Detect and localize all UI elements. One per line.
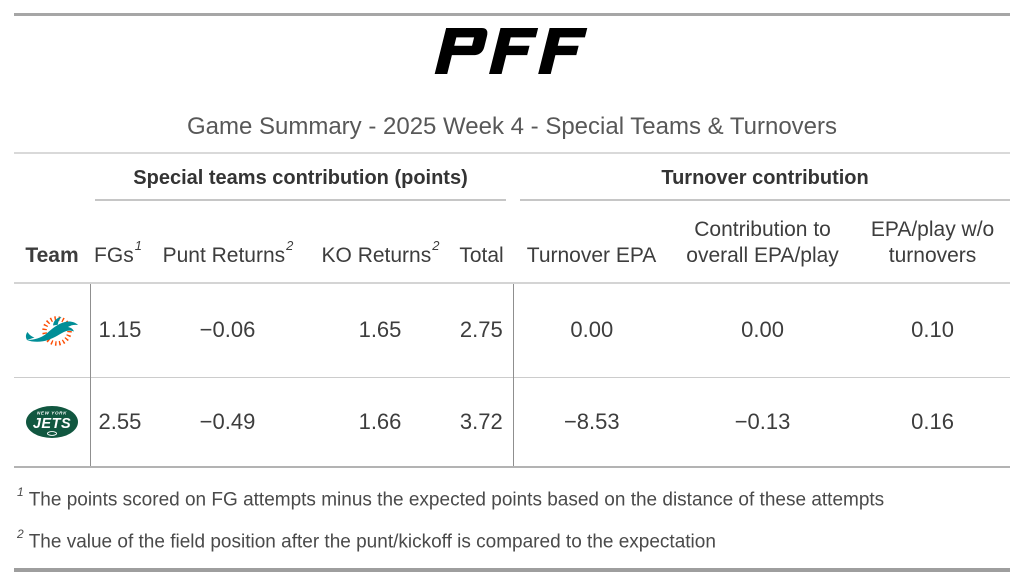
col-header-team: Team — [25, 244, 79, 267]
table-row-jets: NEW YORK JETS 2.55 −0.49 1.66 3.72 −8.53… — [14, 377, 1011, 467]
column-header-row: Team FGs1 Punt Returns2 KO Returns2 Tota… — [14, 201, 1011, 283]
col-header-ko-returns: KO Returns2 — [321, 238, 440, 267]
cell-dolphins-fgs: 1.15 — [98, 317, 142, 343]
stats-table: Special teams contribution (points) Turn… — [14, 154, 1011, 468]
footnote-1-marker: 1 — [17, 485, 24, 499]
pff-letter-f2 — [538, 28, 588, 74]
spanner-turnover: Turnover contribution — [520, 155, 1011, 201]
footnote-2: 2 The value of the field position after t… — [14, 524, 1010, 554]
col-header-turnover-epa: Turnover EPA — [526, 244, 657, 267]
cell-jets-contribution: −0.13 — [734, 408, 791, 434]
col-header-punt-returns: Punt Returns2 — [162, 238, 294, 267]
dolphins-tail-icon — [25, 332, 35, 341]
title-rule — [14, 152, 1010, 154]
table-row-dolphins: 1.15 −0.06 1.65 2.75 0.00 0.00 0.10 — [14, 283, 1011, 377]
ko-returns-footnote-marker: 2 — [432, 238, 440, 253]
pff-letter-f1 — [489, 28, 539, 74]
cell-jets-total: 3.72 — [450, 377, 514, 467]
cell-dolphins-turnover-epa: 0.00 — [570, 317, 614, 343]
spanner-row: Special teams contribution (points) Turn… — [14, 154, 1011, 201]
footnote-2-marker: 2 — [17, 527, 24, 542]
cell-jets-ko-returns: 1.66 — [358, 408, 402, 434]
cell-dolphins-contribution: 0.00 — [741, 317, 784, 343]
new-york-jets-logo: NEW YORK JETS — [26, 405, 78, 438]
cell-dolphins-ko-returns: 1.65 — [358, 317, 402, 343]
cell-jets-epa-wo: 0.16 — [911, 408, 954, 434]
pff-logo — [14, 28, 1010, 74]
col-header-total: Total — [459, 244, 504, 267]
spanner-special-teams: Special teams contribution (points) — [95, 155, 507, 201]
team-cell-jets: NEW YORK JETS — [14, 377, 91, 467]
footnote-1-text: The points scored on FG attempts minus t… — [28, 489, 885, 511]
jets-city-text: NEW YORK — [37, 410, 67, 415]
cell-dolphins-total: 2.75 — [450, 283, 514, 377]
cell-dolphins-punt-returns: −0.06 — [199, 317, 256, 343]
pff-logo-icon — [434, 28, 588, 74]
top-rule — [14, 13, 1010, 16]
cell-jets-punt-returns: −0.49 — [199, 408, 256, 434]
cell-dolphins-epa-wo: 0.10 — [911, 317, 954, 343]
bottom-rule — [14, 567, 1010, 572]
dolphins-dorsal-fin-icon — [53, 317, 62, 326]
col-header-fgs: FGs1 — [94, 238, 142, 267]
miami-dolphins-logo — [25, 316, 78, 346]
jets-oval-icon — [26, 405, 78, 438]
col-header-epa-wo: EPA/play w/o turnovers — [870, 218, 995, 267]
team-cell-dolphins — [14, 283, 91, 377]
jets-name-text: JETS — [33, 416, 71, 432]
footnote-2-text: The value of the field position after th… — [28, 531, 716, 553]
footnote-1: 1 The points scored on FG attempts minus … — [14, 482, 1010, 512]
fgs-footnote-marker: 1 — [134, 238, 142, 253]
pff-letter-p — [434, 28, 488, 74]
cell-jets-fgs: 2.55 — [98, 408, 142, 434]
punt-returns-footnote-marker: 2 — [286, 238, 294, 253]
col-header-contribution: Contribution to overall EPA/play — [686, 218, 839, 267]
spanner-spacer — [14, 154, 90, 201]
dolphins-dolphin-body-icon — [27, 321, 78, 343]
jets-football-icon — [46, 430, 58, 436]
page-title: Game Summary - 2025 Week 4 - Special Tea… — [186, 113, 838, 140]
cell-jets-turnover-epa: −8.53 — [563, 408, 620, 434]
